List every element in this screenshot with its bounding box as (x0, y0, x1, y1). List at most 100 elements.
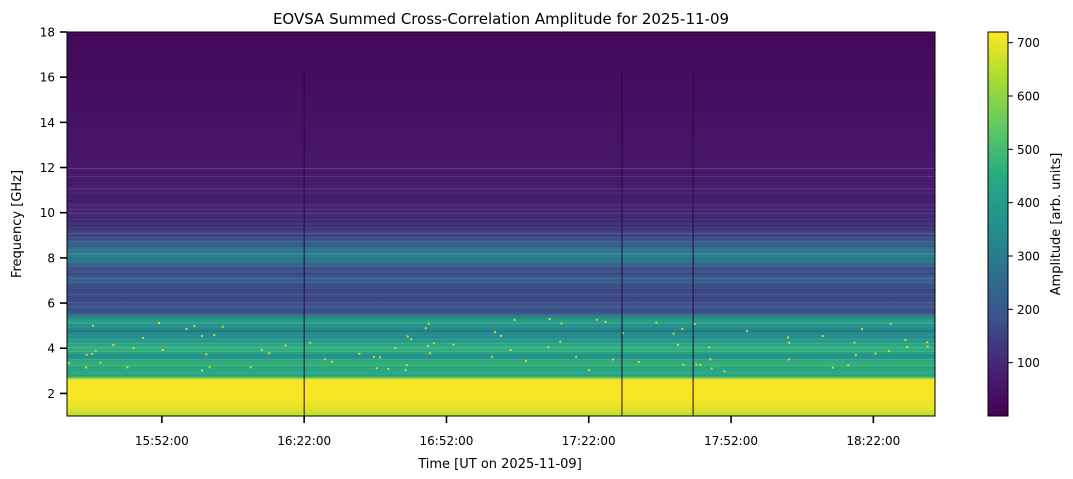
colorbar-tick-label: 500 (1017, 143, 1040, 157)
rfi-speck (612, 358, 615, 361)
x-tick-label: 18:22:00 (846, 434, 900, 448)
rfi-speck (699, 363, 702, 366)
channel-streak (67, 192, 935, 194)
rfi-speck (426, 344, 429, 347)
x-axis-label: Time [UT on 2025-11-09] (417, 457, 582, 472)
rfi-speck (548, 318, 551, 321)
rfi-speck (861, 328, 863, 331)
rfi-speck (200, 335, 203, 338)
y-axis-label: Frequency [GHz] (10, 170, 25, 278)
channel-streak (67, 204, 935, 206)
plot-frame (66, 31, 936, 417)
rfi-speck (490, 355, 493, 358)
spectrogram-image (67, 32, 935, 416)
rfi-speck (260, 348, 263, 351)
channel-streak (67, 350, 935, 352)
rfi-speck (746, 330, 749, 333)
channel-streak (67, 196, 935, 198)
rfi-speck (185, 328, 188, 330)
rfi-speck (888, 350, 891, 353)
y-tick-label: 12 (40, 161, 55, 175)
channel-streak (67, 342, 935, 344)
y-tick-label: 18 (40, 26, 55, 40)
rfi-speck (205, 353, 208, 356)
rfi-speck (427, 322, 430, 325)
rfi-speck (500, 334, 502, 337)
y-tick-label: 4 (47, 342, 55, 356)
colorbar-tick-label: 300 (1017, 250, 1040, 264)
rfi-speck (513, 318, 516, 321)
rfi-speck (575, 355, 578, 358)
channel-streak (67, 289, 935, 291)
rfi-speck (387, 368, 390, 370)
channel-streak (67, 298, 935, 300)
rfi-speck (525, 360, 527, 362)
rfi-speck (821, 335, 824, 337)
rfi-speck (494, 331, 497, 334)
rfi-speck (330, 360, 333, 363)
rfi-speck (787, 358, 790, 361)
rfi-speck (373, 355, 376, 358)
rfi-speck (710, 367, 713, 370)
channel-streak (67, 363, 935, 365)
channel-streak (67, 285, 935, 287)
rfi-speck (926, 341, 929, 344)
spectral-streaks (67, 167, 935, 377)
rfi-speck (99, 361, 102, 364)
rfi-speck (410, 338, 413, 341)
rfi-speck (309, 341, 312, 344)
rfi-speck (404, 368, 407, 371)
colorbar-tick-label: 400 (1017, 196, 1040, 210)
channel-streak (67, 237, 935, 239)
channel-streak (67, 302, 935, 304)
channel-streak (67, 224, 935, 226)
channel-streak (67, 184, 935, 186)
y-tick-label: 2 (47, 387, 55, 401)
rfi-speck (708, 346, 711, 349)
rfi-speck (208, 366, 211, 369)
channel-streak (67, 306, 935, 308)
rfi-speck (142, 337, 144, 339)
rfi-speck (284, 344, 287, 347)
channel-streak (67, 249, 935, 251)
rfi-speck (161, 349, 164, 351)
rfi-speck (831, 366, 834, 369)
rfi-speck (588, 369, 591, 372)
rfi-speck (889, 322, 892, 325)
channel-streak (67, 257, 935, 259)
rfi-speck (695, 363, 698, 366)
channel-streak (67, 330, 935, 332)
x-tick-label: 17:22:00 (562, 434, 616, 448)
channel-streak (67, 338, 935, 340)
rfi-speck (94, 349, 97, 352)
colorbar-tick-label: 100 (1017, 356, 1040, 370)
rfi-speck (85, 353, 88, 356)
rfi-speck (787, 336, 789, 339)
colorbar-label: Amplitude [arb. units] (1049, 153, 1064, 296)
rfi-speck (560, 322, 563, 325)
rfi-speck (432, 342, 435, 345)
rfi-speck (92, 324, 95, 327)
channel-streak (67, 208, 935, 210)
channel-streak (67, 253, 935, 255)
rfi-speck (358, 352, 361, 355)
rfi-speck (595, 318, 598, 321)
channel-streak (67, 355, 935, 357)
channel-streak (67, 371, 935, 373)
rfi-speck (637, 360, 640, 363)
colorbar-gradient-bar (988, 32, 1008, 416)
rfi-speck (394, 347, 397, 349)
channel-streak (67, 322, 935, 324)
x-axis: 15:52:00 16:22:00 16:52:00 17:22:00 17:52:00… (135, 416, 900, 448)
y-axis: 2 4 6 8 10 12 14 16 18 (40, 26, 67, 401)
y-tick-label: 10 (40, 206, 55, 220)
x-tick-label: 16:22:00 (277, 434, 331, 448)
rfi-speck (926, 345, 929, 348)
colorbar: 100 200 300 400 500 600 700 Amplitude [arb. un… (987, 31, 1064, 417)
channel-streak (67, 294, 935, 296)
channel-streak (67, 359, 935, 361)
rfi-speck (132, 347, 135, 349)
rfi-speck (424, 327, 427, 330)
channel-streak (67, 314, 935, 316)
